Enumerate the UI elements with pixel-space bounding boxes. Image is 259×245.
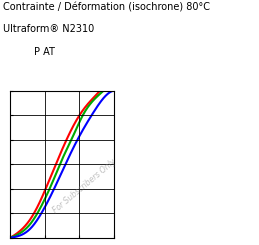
Text: For Subscribers Only: For Subscribers Only [52, 157, 118, 215]
Text: Ultraform® N2310: Ultraform® N2310 [3, 24, 94, 35]
Text: P AT: P AT [34, 47, 55, 57]
Text: Contrainte / Déformation (isochrone) 80°C: Contrainte / Déformation (isochrone) 80°… [3, 2, 210, 12]
